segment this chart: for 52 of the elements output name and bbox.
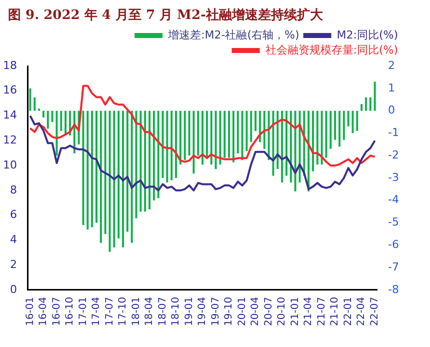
y-tick-label: 10 bbox=[2, 158, 17, 172]
y-tick-label: 4 bbox=[10, 233, 17, 246]
x-tick-label: 17-10 bbox=[118, 296, 129, 326]
y-tick-label: 12 bbox=[2, 134, 17, 147]
x-tick-label: 20-01 bbox=[236, 296, 248, 326]
x-tick-label: 22-07 bbox=[369, 296, 380, 326]
legend-label: M2:同比(%) bbox=[336, 28, 398, 42]
x-tick-label: 16-01 bbox=[24, 296, 36, 326]
y2-tick-label: 0 bbox=[388, 104, 396, 117]
y-tick-label: 0 bbox=[10, 282, 17, 296]
x-tick-label: 20-07 bbox=[263, 296, 274, 326]
y-tick-label: 16 bbox=[2, 84, 17, 97]
y-tick-label: 2 bbox=[10, 258, 17, 271]
x-tick-label: 22-01 bbox=[342, 296, 354, 326]
y-tick-label: 14 bbox=[2, 108, 17, 122]
x-tick-label: 16-07 bbox=[51, 296, 62, 326]
y2-tick-label: -8 bbox=[388, 282, 399, 296]
y2-tick-label: 2 bbox=[388, 58, 396, 72]
y2-tick-label: -1 bbox=[388, 126, 399, 140]
y2-tick-label: -5 bbox=[388, 216, 399, 229]
x-tick-label: 21-10 bbox=[330, 296, 341, 326]
chart-title: 图 9. 2022 年 4 月至 7 月 M2-社融增速差持续扩大 bbox=[7, 6, 324, 25]
x-tick-label: 17-04 bbox=[91, 296, 102, 326]
x-tick-label: 17-01 bbox=[78, 296, 89, 326]
x-tick-label: 21-04 bbox=[303, 296, 314, 326]
x-tick-label: 21-07 bbox=[316, 296, 328, 326]
y2-tick-label: 1 bbox=[388, 81, 396, 94]
x-tick-label: 21-01 bbox=[290, 296, 301, 326]
y2-tick-label: -7 bbox=[388, 260, 399, 274]
x-tick-label: 19-01 bbox=[184, 296, 195, 326]
y-tick-label: 18 bbox=[2, 58, 17, 72]
x-tick-label: 17-07 bbox=[104, 296, 116, 326]
x-tick-label: 19-10 bbox=[224, 296, 235, 326]
y-tick-label: 8 bbox=[10, 183, 17, 196]
x-tick-label: 20-04 bbox=[250, 296, 262, 326]
y2-tick-label: -2 bbox=[388, 148, 399, 162]
y-tick-label: 6 bbox=[10, 208, 17, 222]
x-tick-label: 18-01 bbox=[130, 296, 142, 326]
legend-label: 增速差:M2-社融(右轴，%) bbox=[167, 28, 300, 42]
x-tick-label: 22-04 bbox=[356, 296, 368, 326]
x-tick-label: 16-10 bbox=[64, 296, 76, 326]
y2-tick-label: -3 bbox=[388, 170, 399, 184]
legend-label: 社会融资规模存量:同比(%) bbox=[265, 43, 398, 56]
x-tick-label: 16-04 bbox=[38, 296, 50, 326]
x-tick-label: 19-07 bbox=[210, 296, 222, 326]
y2-tick-label: -4 bbox=[388, 193, 399, 206]
y2-tick-label: -6 bbox=[388, 238, 399, 252]
x-tick-label: 20-10 bbox=[276, 296, 288, 326]
x-tick-label: 18-10 bbox=[170, 296, 182, 326]
x-tick-label: 18-07 bbox=[157, 296, 168, 326]
x-tick-label: 18-04 bbox=[144, 296, 156, 326]
x-tick-label: 19-04 bbox=[197, 296, 208, 326]
